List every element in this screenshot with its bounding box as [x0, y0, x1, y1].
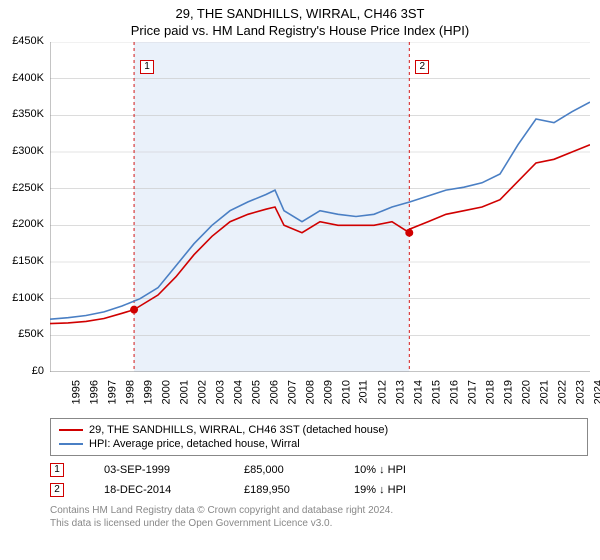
x-tick-label: 2014 [412, 380, 424, 404]
sale-date: 03-SEP-1999 [104, 464, 204, 476]
x-tick-label: 2012 [376, 380, 388, 404]
sale-marker-icon: 1 [50, 463, 64, 477]
sale-marker-icon: 2 [50, 483, 64, 497]
page-title: 29, THE SANDHILLS, WIRRAL, CH46 3ST [0, 0, 600, 21]
x-tick-label: 2018 [484, 380, 496, 404]
footer-line: This data is licensed under the Open Gov… [50, 517, 588, 530]
x-tick-label: 2006 [268, 380, 280, 404]
legend-swatch [59, 429, 83, 431]
footer-line: Contains HM Land Registry data © Crown c… [50, 504, 588, 517]
x-tick-label: 1999 [142, 380, 154, 404]
sale-price: £85,000 [244, 464, 314, 476]
y-tick-label: £450K [0, 35, 44, 47]
y-tick-label: £50K [0, 328, 44, 340]
x-tick-label: 2005 [250, 380, 262, 404]
legend-item: 29, THE SANDHILLS, WIRRAL, CH46 3ST (det… [59, 423, 579, 437]
x-tick-label: 2023 [574, 380, 586, 404]
chart-container: 29, THE SANDHILLS, WIRRAL, CH46 3ST Pric… [0, 0, 600, 560]
x-tick-label: 2017 [466, 380, 478, 404]
legend-item: HPI: Average price, detached house, Wirr… [59, 437, 579, 451]
chart-legend: 29, THE SANDHILLS, WIRRAL, CH46 3ST (det… [50, 418, 588, 456]
x-tick-label: 2013 [394, 380, 406, 404]
x-tick-label: 1996 [88, 380, 100, 404]
x-tick-label: 2015 [430, 380, 442, 404]
x-tick-label: 2001 [178, 380, 190, 404]
x-tick-label: 2004 [232, 380, 244, 404]
y-tick-label: £100K [0, 292, 44, 304]
x-tick-label: 2000 [160, 380, 172, 404]
x-tick-label: 2016 [448, 380, 460, 404]
line-chart [50, 42, 590, 372]
x-tick-label: 1995 [70, 380, 82, 404]
sales-table: 1 03-SEP-1999 £85,000 10% ↓ HPI 2 18-DEC… [50, 460, 588, 500]
sale-delta: 10% ↓ HPI [354, 464, 444, 476]
x-tick-label: 1998 [124, 380, 136, 404]
x-tick-label: 2002 [196, 380, 208, 404]
x-tick-label: 2010 [340, 380, 352, 404]
x-tick-label: 2009 [322, 380, 334, 404]
sale-date: 18-DEC-2014 [104, 484, 204, 496]
sale-delta: 19% ↓ HPI [354, 484, 444, 496]
x-tick-label: 2024 [592, 380, 600, 404]
legend-label: HPI: Average price, detached house, Wirr… [89, 438, 300, 450]
y-tick-label: £150K [0, 255, 44, 267]
sale-price: £189,950 [244, 484, 314, 496]
x-tick-label: 2019 [502, 380, 514, 404]
y-tick-label: £400K [0, 72, 44, 84]
x-tick-label: 2007 [286, 380, 298, 404]
x-tick-label: 2021 [538, 380, 550, 404]
y-tick-label: £300K [0, 145, 44, 157]
y-tick-label: £0 [0, 365, 44, 377]
x-tick-label: 2008 [304, 380, 316, 404]
legend-swatch [59, 443, 83, 445]
sale-row: 1 03-SEP-1999 £85,000 10% ↓ HPI [50, 460, 588, 480]
x-tick-label: 2011 [358, 380, 370, 404]
legend-label: 29, THE SANDHILLS, WIRRAL, CH46 3ST (det… [89, 424, 388, 436]
x-tick-label: 2020 [520, 380, 532, 404]
sale-marker-box: 1 [140, 60, 154, 74]
sale-marker-box: 2 [415, 60, 429, 74]
y-tick-label: £250K [0, 182, 44, 194]
y-tick-label: £350K [0, 108, 44, 120]
x-tick-label: 2003 [214, 380, 226, 404]
sale-row: 2 18-DEC-2014 £189,950 19% ↓ HPI [50, 480, 588, 500]
x-tick-label: 1997 [106, 380, 118, 404]
page-subtitle: Price paid vs. HM Land Registry's House … [0, 21, 600, 42]
y-tick-label: £200K [0, 218, 44, 230]
footer-attribution: Contains HM Land Registry data © Crown c… [50, 504, 588, 530]
chart-area: £0£50K£100K£150K£200K£250K£300K£350K£400… [50, 42, 590, 412]
x-tick-label: 2022 [556, 380, 568, 404]
